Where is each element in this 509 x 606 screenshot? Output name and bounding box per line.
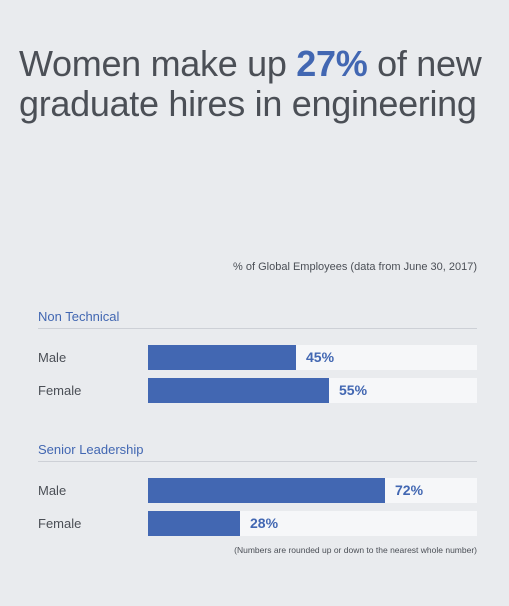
chart-headline: Women make up 27% of new graduate hires … bbox=[19, 44, 489, 124]
bar bbox=[148, 511, 240, 536]
headline-highlight: 27% bbox=[296, 43, 368, 84]
bar-label: Female bbox=[38, 516, 82, 531]
bar-label: Male bbox=[38, 483, 67, 498]
bar-track: 72% bbox=[148, 478, 477, 503]
group-title: Non Technical bbox=[38, 309, 120, 324]
headline-text-after: of new graduate hires in engineering bbox=[19, 43, 482, 124]
bar-label: Female bbox=[38, 383, 82, 398]
group-title: Senior Leadership bbox=[38, 442, 144, 457]
bar-track: 28% bbox=[148, 511, 477, 536]
bar-value-label: 55% bbox=[339, 382, 368, 398]
group-divider bbox=[38, 328, 477, 329]
bar-value-label: 45% bbox=[306, 349, 335, 365]
bar-label: Male bbox=[38, 350, 67, 365]
bar bbox=[148, 345, 296, 370]
footnote: (Numbers are rounded up or down to the n… bbox=[234, 545, 477, 555]
bar-track: 45% bbox=[148, 345, 477, 370]
group-divider bbox=[38, 461, 477, 462]
bar-value-label: 28% bbox=[250, 515, 279, 531]
bar bbox=[148, 378, 329, 403]
headline-text-before: Women make up bbox=[19, 43, 297, 84]
bar bbox=[148, 478, 385, 503]
chart-subtitle: % of Global Employees (data from June 30… bbox=[233, 261, 477, 273]
bar-track: 55% bbox=[148, 378, 477, 403]
bar-value-label: 72% bbox=[395, 482, 424, 498]
